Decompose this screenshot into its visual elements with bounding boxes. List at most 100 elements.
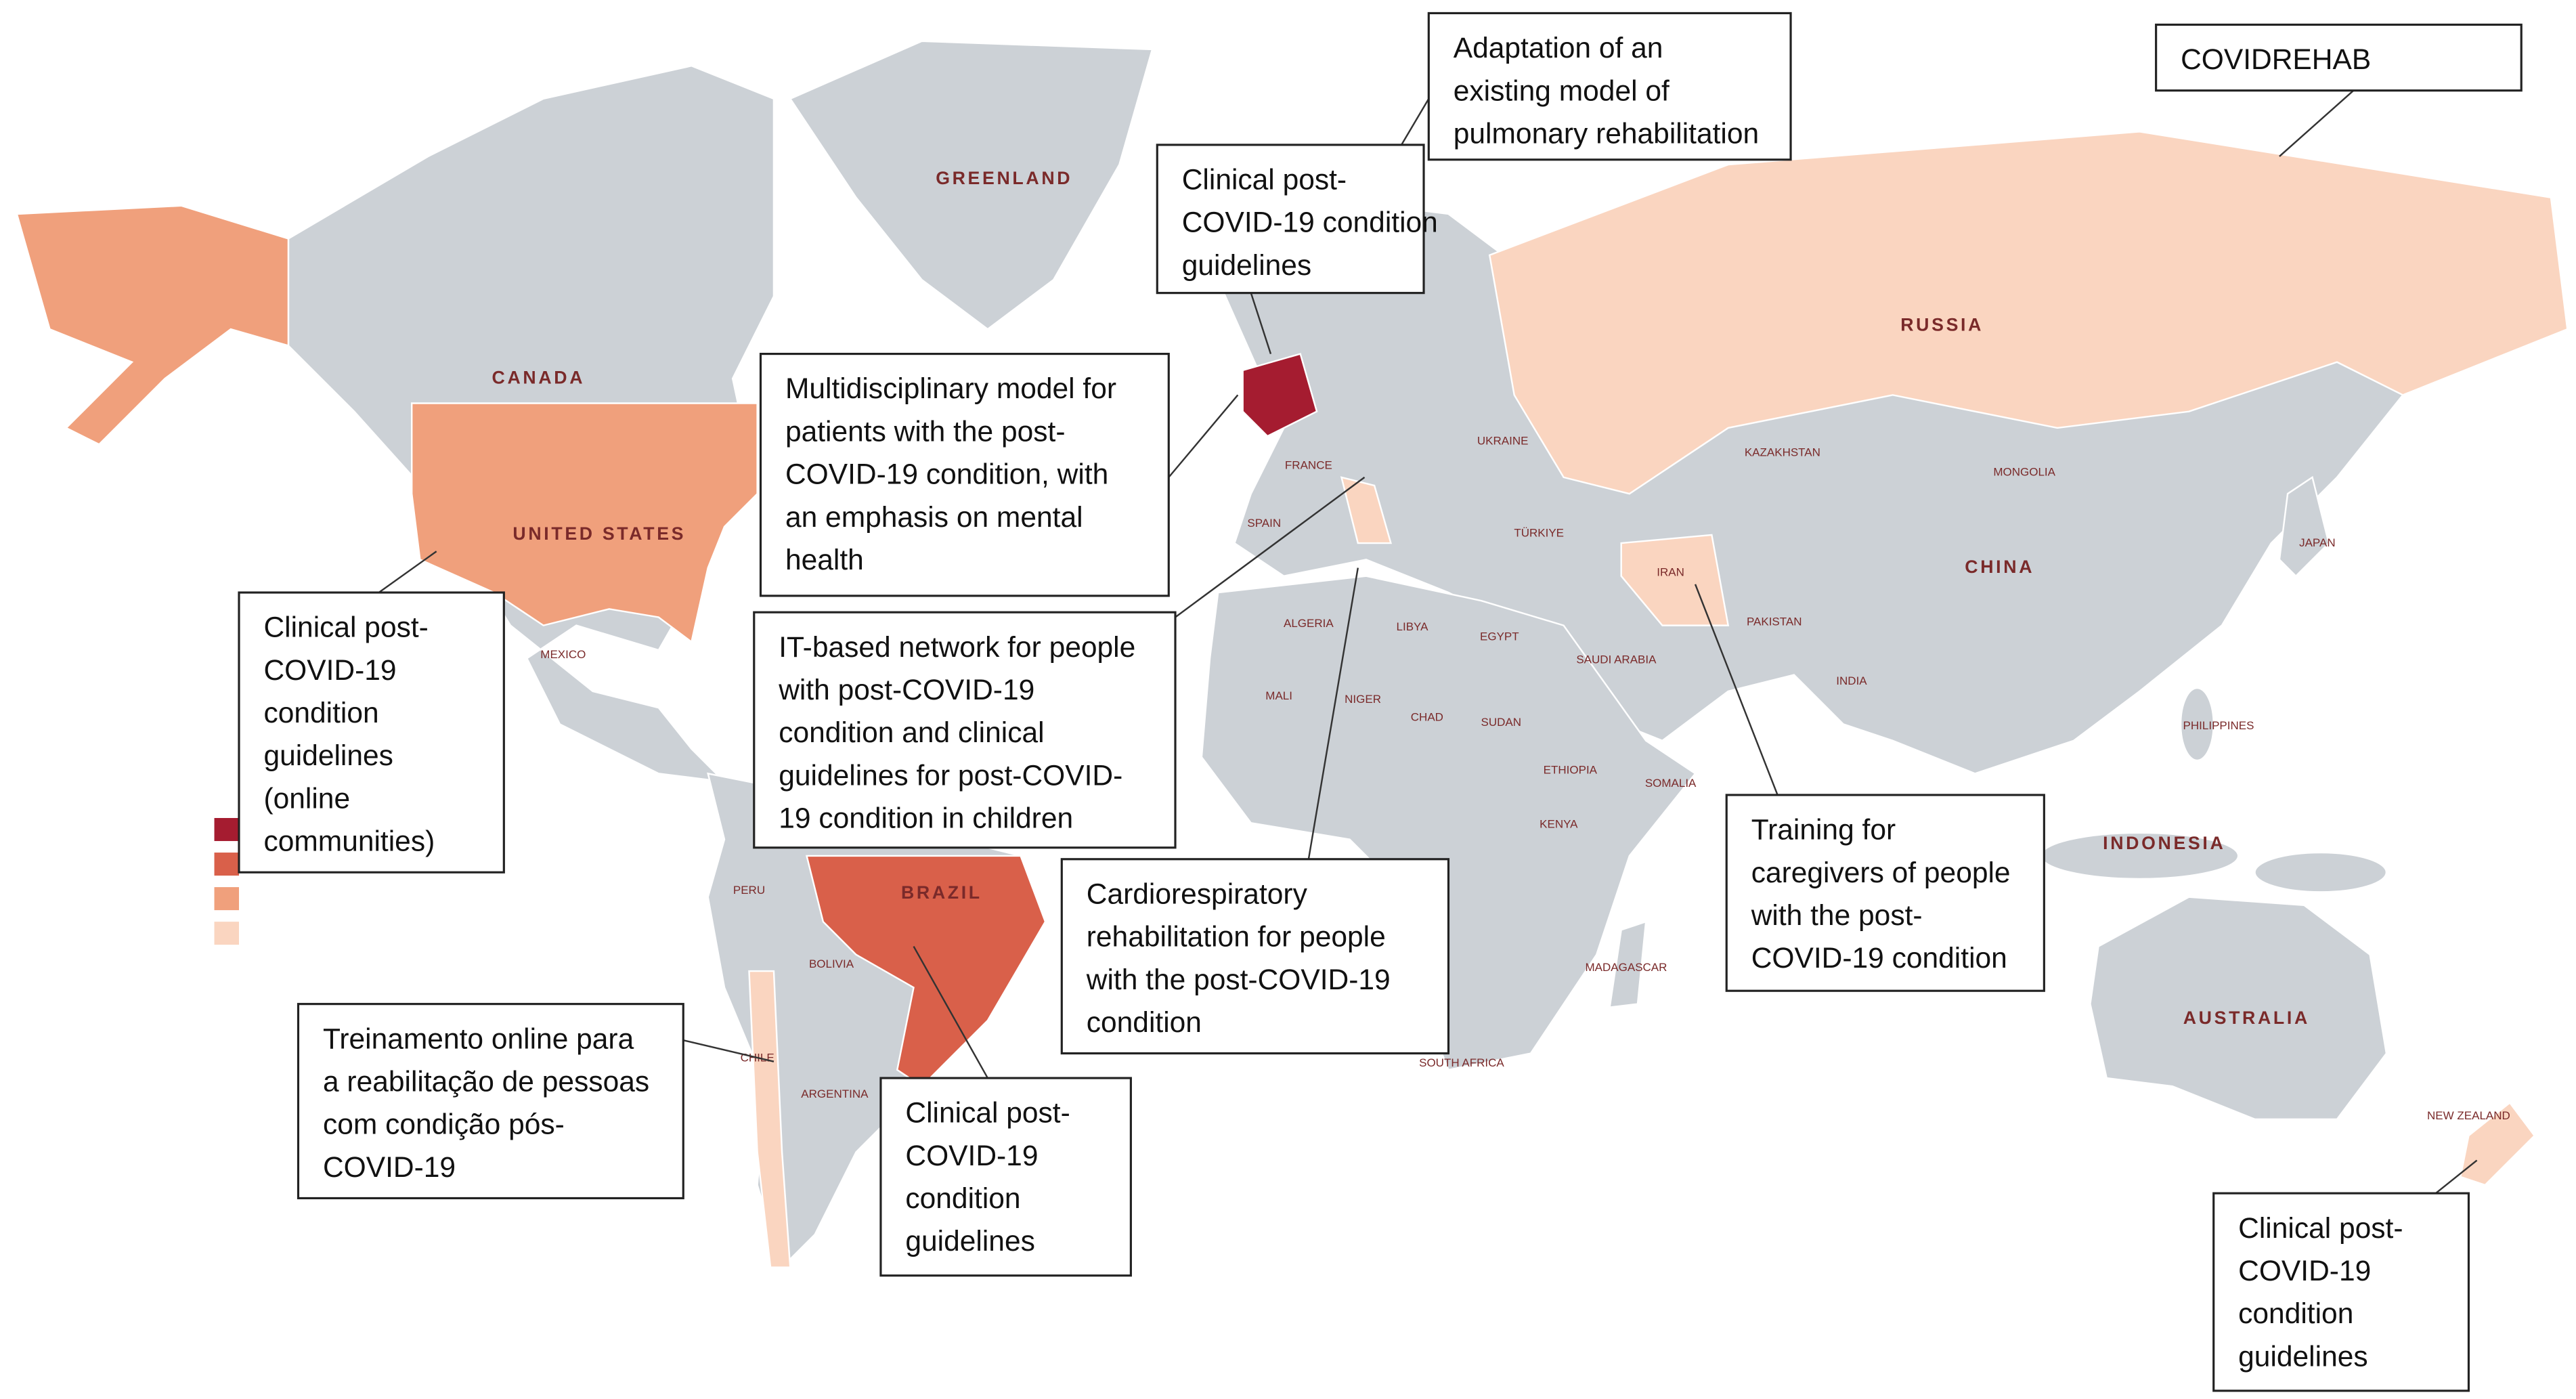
country-label: ARGENTINA: [801, 1088, 869, 1100]
country-label: MALI: [1265, 689, 1292, 702]
annotation-text: COVID-19: [323, 1151, 456, 1184]
legend-swatch: [214, 853, 239, 876]
annotation-box: COVIDREHAB: [2155, 23, 2523, 92]
annotation-text: condition: [2238, 1297, 2353, 1330]
box: [759, 352, 1170, 597]
country-label: FRANCE: [1285, 459, 1332, 472]
annotation-box: Clinical post- COVID-19 condition guidelin…: [1156, 144, 1438, 295]
annotation-text: with post-COVID-19: [778, 674, 1034, 706]
annotation-box: Cardiorespiratory rehabilitation for peop…: [1060, 858, 1450, 1055]
leader-line: [378, 551, 437, 594]
box: [1156, 144, 1425, 295]
leader-line: [2435, 1159, 2478, 1194]
annotation-text: COVID-19: [2238, 1255, 2371, 1287]
annotation-text: caregivers of people: [1751, 857, 2011, 889]
box: [1060, 858, 1450, 1055]
annotation-text: Clinical post-: [263, 611, 428, 644]
country-label: EGYPT: [1480, 630, 1519, 643]
country-label: SOMALIA: [1645, 777, 1697, 790]
leader-line: [1168, 394, 1239, 478]
greenland: [789, 40, 1154, 330]
country-label: SPAIN: [1247, 517, 1281, 530]
annotation-text: Treinamento online para: [323, 1023, 634, 1055]
annotation-text: patients with the post-: [785, 415, 1066, 448]
annotation-text: condition: [263, 697, 378, 729]
annotation-text: com condição pós-: [323, 1109, 565, 1141]
country-label: IRAN: [1657, 566, 1684, 579]
annotations: Adaptation of an existing model of pulmona…: [238, 12, 2523, 1392]
country-label: KENYA: [1540, 818, 1578, 831]
country-label: SOUTH AFRICA: [1419, 1056, 1504, 1069]
new-zealand: [2459, 1101, 2536, 1186]
alaska: [16, 205, 290, 446]
country-label: RUSSIA: [1900, 315, 1984, 335]
united-kingdom: [1242, 353, 1318, 437]
chile: [748, 970, 791, 1268]
annotation-text: guidelines: [1182, 249, 1311, 282]
annotation-text: COVID-19: [905, 1140, 1038, 1172]
legend-swatch: [214, 887, 239, 911]
box: [1725, 794, 2045, 992]
country-label: ETHIOPIA: [1544, 763, 1598, 776]
leader-line: [913, 945, 988, 1079]
annotation-text: COVID-19 condition: [1182, 207, 1438, 239]
annotation-text: 19 condition in children: [779, 802, 1073, 835]
annotation-box: Training for caregivers of people with the…: [1725, 794, 2045, 992]
country-label: BRAZIL: [901, 882, 982, 903]
annotation-text: with the post-COVID-19: [1086, 964, 1391, 996]
country-label: SUDAN: [1481, 716, 1522, 729]
annotation-text: condition and clinical: [779, 716, 1044, 749]
annotation-text: health: [785, 544, 864, 576]
country-label: INDIA: [1836, 674, 1867, 687]
annotation-text: (online: [263, 782, 350, 815]
annotation-text: Clinical post-: [905, 1097, 1070, 1129]
annotation-text: condition: [905, 1182, 1020, 1215]
iran: [1620, 534, 1730, 626]
annotation-text: rehabilitation for people: [1087, 921, 1386, 953]
annotation-box: IT-based network for people with post-COV…: [753, 611, 1177, 849]
country-label: BOLIVIA: [809, 957, 854, 970]
annotation-text: COVIDREHAB: [2181, 43, 2371, 76]
russia: [1488, 131, 2569, 495]
box: [297, 1003, 684, 1200]
annotation-box: Treinamento online para a reabilitação de…: [297, 1003, 684, 1200]
philippines: [2179, 687, 2214, 762]
madagascar: [1609, 920, 1647, 1008]
leader-line: [1175, 476, 1366, 618]
annotation-text: Training for: [1751, 814, 1896, 846]
legend-swatch: [214, 818, 239, 842]
box: [879, 1077, 1132, 1277]
annotation-text: Cardiorespiratory: [1087, 878, 1308, 910]
box: [238, 591, 505, 874]
legend-swatch: [214, 922, 239, 945]
country-label: PERU: [733, 884, 765, 897]
annotation-text: Adaptation of an: [1454, 32, 1663, 64]
italy: [1340, 476, 1393, 544]
annotation-text: Clinical post-: [2238, 1212, 2403, 1245]
annotation-text: guidelines: [263, 739, 393, 772]
leader-line: [2279, 89, 2355, 157]
leader-line: [682, 1039, 774, 1062]
country-label: PAKISTAN: [1747, 616, 1802, 628]
annotation-text: existing model of: [1454, 74, 1669, 107]
annotation-box: Clinical post- COVID-19 condition guideline…: [238, 591, 505, 874]
country-label: KAZAKHSTAN: [1745, 446, 1820, 458]
annotation-text: an emphasis on mental: [785, 501, 1083, 534]
united-states: [410, 402, 758, 644]
country-label: INDONESIA: [2103, 833, 2225, 853]
annotation-text: condition: [1087, 1006, 1202, 1039]
country-label: AUSTRALIA: [2183, 1008, 2310, 1028]
annotation-text: a reabilitação de pessoas: [323, 1065, 649, 1098]
country-label: MADAGASCAR: [1586, 961, 1667, 974]
leader-line: [1694, 584, 1778, 796]
annotation-text: with the post-: [1751, 899, 1923, 932]
annotation-text: guidelines: [905, 1225, 1034, 1257]
annotation-text: guidelines: [2238, 1340, 2367, 1373]
leader-line: [1307, 567, 1359, 859]
country-label: MONGOLIA: [1993, 465, 2055, 478]
country-label: TÜRKIYE: [1514, 526, 1564, 539]
country-label: CHAD: [1411, 711, 1443, 724]
annotation-text: guidelines for post-COVID-: [779, 759, 1122, 792]
japan: [2278, 475, 2330, 578]
